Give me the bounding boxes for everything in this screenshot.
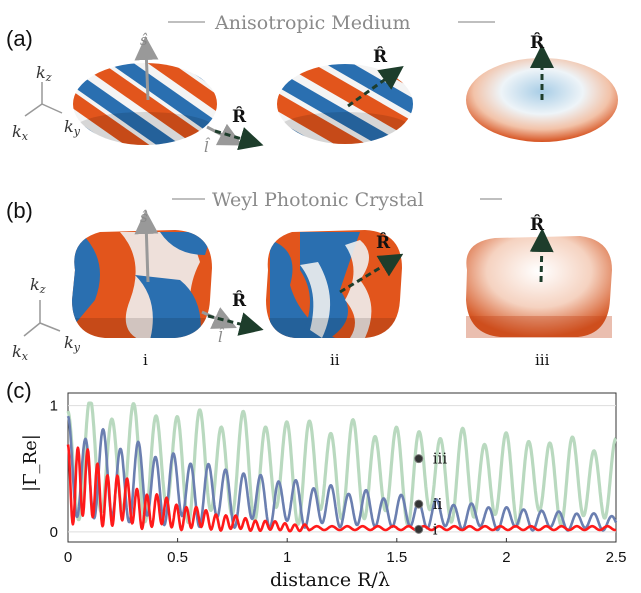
marker-label-iii: iii [433, 450, 448, 468]
marker-ii [414, 499, 424, 509]
marker-label-i: i [433, 520, 438, 538]
y-tick-label-1: 1 [50, 398, 58, 415]
R-hat-a-i: R̂ [232, 107, 247, 127]
R-hat-b-ii: R̂ [376, 233, 391, 253]
series-line-red [66, 444, 617, 533]
surface-b-iii: R̂ [466, 215, 612, 338]
section-b-title: Weyl Photonic Crystal [212, 189, 424, 211]
svg-text:ky: ky [64, 333, 81, 354]
chart-ticks: 0 0.5 1 1.5 2 2.5 0 1 [50, 398, 627, 566]
surface-b-i: ŝ R̂ l̂ [72, 208, 264, 346]
surface-a-ii: R̂ [277, 47, 413, 144]
marker-iii [414, 454, 424, 464]
svg-text:ky: ky [64, 117, 81, 138]
R-hat-b-iii: R̂ [530, 215, 545, 235]
x-tick-label-5: 2.5 [606, 549, 627, 566]
R-hat-a-iii: R̂ [530, 33, 545, 53]
R-hat-b-i: R̂ [232, 291, 247, 311]
panel-a-label: (a) [6, 26, 33, 51]
x-tick-label-0: 0 [64, 549, 72, 566]
R-hat-a-ii: R̂ [373, 47, 388, 67]
x-tick-label-4: 2 [502, 549, 510, 566]
section-a-title: Anisotropic Medium [214, 12, 411, 34]
x-tick-label-2: 1 [283, 549, 291, 566]
l-hat-a: l̂ [204, 138, 211, 156]
surface-b-ii: R̂ [266, 230, 404, 338]
x-tick-label-1: 0.5 [167, 549, 188, 566]
chart-series-group [66, 401, 618, 533]
svg-text:kz: kz [30, 275, 46, 296]
l-hat-b: l̂ [218, 328, 225, 346]
chart-grid [68, 405, 616, 533]
panel-c-label: (c) [6, 378, 32, 403]
y-axis-label: |Γ_Re| [20, 434, 41, 492]
surface-a-iii: R̂ [466, 33, 618, 142]
column-label-i: i [143, 351, 148, 369]
s-hat-a: ŝ [140, 31, 148, 49]
s-hat-b: ŝ [140, 208, 148, 226]
series-line-slate [66, 415, 618, 532]
marker-label-ii: ii [433, 495, 443, 513]
x-tick-label-3: 1.5 [386, 549, 407, 566]
x-axis-label: distance R/λ [270, 569, 390, 591]
svg-text:kz: kz [36, 63, 52, 84]
axes-triad-a: kz kx ky [12, 63, 81, 143]
svg-text:kx: kx [12, 122, 29, 143]
axes-triad-b: kz kx ky [12, 275, 81, 363]
marker-i [414, 524, 424, 534]
column-label-ii: ii [330, 351, 340, 369]
y-tick-label-0: 0 [50, 524, 58, 541]
column-label-iii: iii [535, 351, 550, 369]
panel-b-label: (b) [6, 198, 33, 223]
svg-text:kx: kx [12, 342, 29, 363]
